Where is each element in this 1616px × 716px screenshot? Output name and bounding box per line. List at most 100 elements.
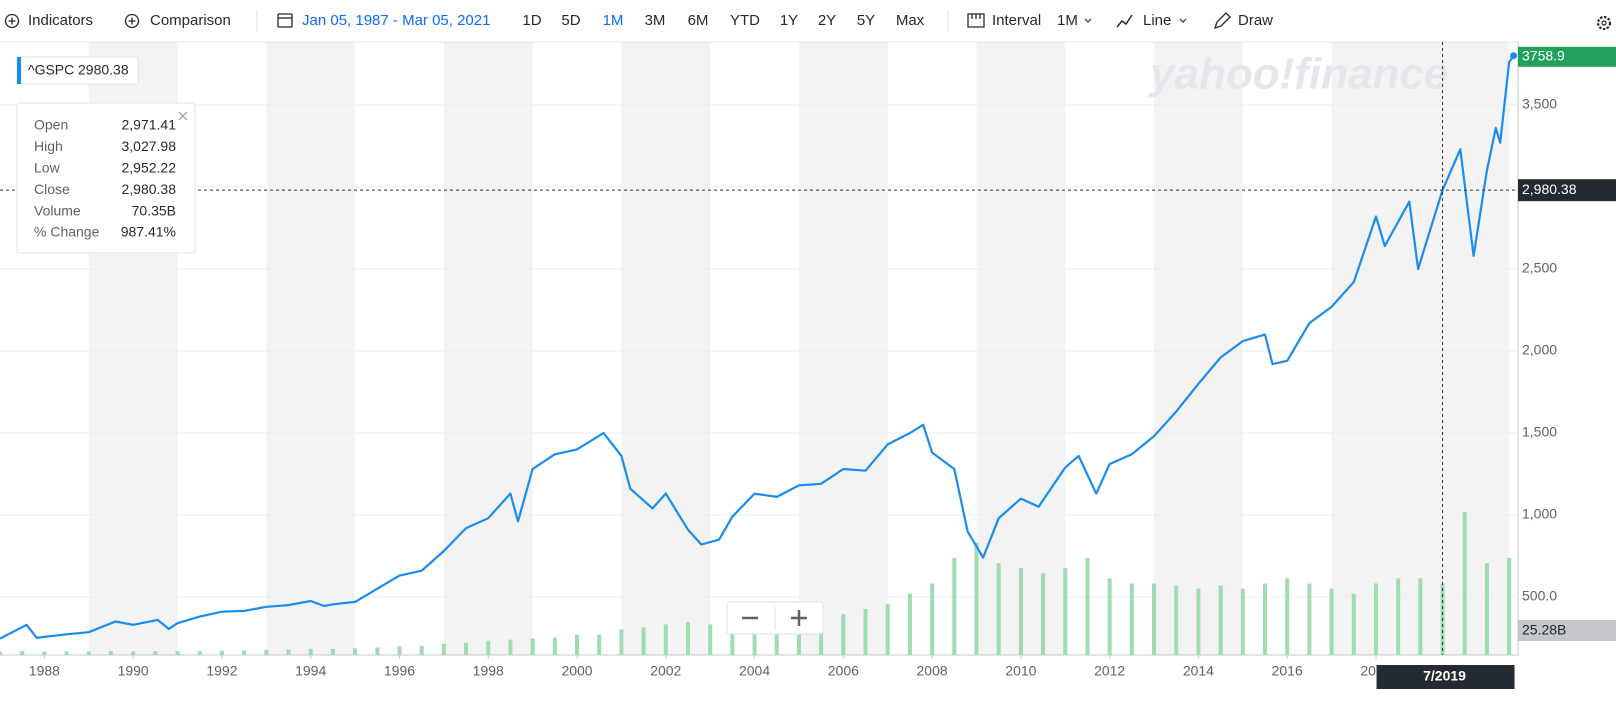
volume-bar: [663, 624, 668, 655]
legend-symbol: ^GSPC: [28, 62, 74, 78]
indicators-button[interactable]: Indicators: [28, 12, 93, 29]
range-button[interactable]: 1Y: [780, 12, 798, 29]
x-tick-label: 2002: [650, 663, 681, 679]
x-tick-label: 2006: [828, 663, 859, 679]
volume-bar: [597, 634, 602, 655]
volume-bar: [1152, 583, 1157, 655]
volume-bar: [619, 629, 624, 655]
volume-bar: [1484, 563, 1489, 655]
volume-bar: [86, 651, 91, 655]
volume-bar: [1107, 578, 1112, 655]
volume-bar: [752, 624, 757, 655]
tooltip-label: Volume: [34, 202, 81, 218]
volume-bar: [397, 646, 402, 655]
x-tick-label: 1996: [384, 663, 415, 679]
volume-bar: [1285, 578, 1290, 655]
calendar-icon: [277, 13, 293, 28]
volume-bar: [1174, 585, 1179, 655]
x-tick-label: 1990: [118, 663, 149, 679]
volume-bar: [1373, 583, 1378, 655]
volume-bar: [685, 622, 690, 655]
volume-bar: [219, 650, 224, 655]
range-button[interactable]: 3M: [645, 12, 666, 29]
range-button[interactable]: 1M: [603, 12, 624, 29]
draw-button[interactable]: Draw: [1238, 12, 1273, 29]
chart-style[interactable]: Line: [1143, 12, 1171, 29]
volume-badge: [1518, 620, 1616, 641]
tooltip-value: 2,952.22: [122, 160, 177, 176]
volume-bar: [441, 643, 446, 655]
volume-bar: [552, 637, 557, 655]
plus-icon: [4, 13, 20, 29]
tooltip-close[interactable]: [178, 111, 188, 121]
range-button[interactable]: YTD: [730, 12, 760, 29]
volume-bar: [708, 624, 713, 655]
volume-bar: [730, 624, 735, 655]
band: [976, 42, 1066, 655]
volume-bar: [353, 648, 358, 655]
band: [1154, 42, 1243, 655]
volume-bar: [108, 651, 113, 655]
volume-bar: [1351, 593, 1356, 655]
volume-bar: [974, 542, 979, 655]
volume-bar: [1462, 511, 1467, 655]
interval-value[interactable]: 1M: [1057, 12, 1078, 29]
x-tick-label: 2012: [1094, 663, 1125, 679]
hover-y-label: 2,980.38: [1522, 181, 1577, 197]
x-tick-label: 1992: [206, 663, 237, 679]
draw-icon: [1213, 12, 1231, 30]
zoom-in[interactable]: [791, 610, 807, 626]
interval-icon: [967, 13, 985, 28]
settings-icon[interactable]: [1596, 15, 1612, 31]
x-tick-label: 2008: [917, 663, 948, 679]
y-tick-label: 1,000: [1522, 506, 1557, 522]
x-tick-label: 2014: [1183, 663, 1214, 679]
volume-bar: [486, 640, 491, 655]
volume-bar: [1418, 578, 1423, 655]
volume-bar: [419, 645, 424, 655]
volume-bar: [153, 651, 158, 655]
volume-bar: [1396, 578, 1401, 655]
range-button[interactable]: 5D: [561, 12, 580, 29]
tooltip-box: [16, 102, 196, 254]
band: [798, 42, 888, 655]
tooltip-value: 2,971.41: [122, 117, 177, 133]
range-button[interactable]: Max: [896, 12, 925, 29]
x-tick-label: 1998: [473, 663, 504, 679]
volume-bar: [131, 651, 136, 655]
volume-bar: [264, 649, 269, 655]
x-tick-label: 2016: [1272, 663, 1303, 679]
date-range[interactable]: Jan 05, 1987 - Mar 05, 2021: [302, 12, 490, 29]
tooltip-value: 2,980.38: [122, 181, 177, 197]
volume-bar: [20, 650, 25, 655]
x-tick-label: 2000: [561, 663, 592, 679]
range-button[interactable]: 6M: [688, 12, 709, 29]
volume-bar: [464, 642, 469, 655]
volume-bar: [42, 651, 47, 655]
volume-bar: [1263, 583, 1267, 655]
band: [266, 42, 356, 655]
y-tick-label: 2,000: [1522, 342, 1557, 358]
y-tick-label: 3,500: [1522, 96, 1557, 112]
volume-bar: [308, 648, 313, 655]
volume-bar: [1129, 583, 1134, 655]
x-tick-label: 1988: [29, 663, 60, 679]
plus-icon: [128, 17, 136, 25]
interval-label[interactable]: Interval: [992, 12, 1041, 29]
range-button[interactable]: 2Y: [818, 12, 836, 29]
hover-x-badge: [1376, 665, 1515, 689]
comparison-button[interactable]: Comparison: [150, 12, 231, 29]
volume-bar: [1218, 585, 1223, 655]
legend-value: 2980.38: [78, 62, 129, 78]
band: [1331, 42, 1421, 655]
y-tick-label: 1,500: [1522, 424, 1557, 440]
range-button[interactable]: 5Y: [857, 12, 875, 29]
volume-bar: [1307, 583, 1312, 655]
caret: [1179, 18, 1187, 23]
volume-bar: [774, 622, 779, 655]
caret: [1084, 18, 1092, 23]
volume-bar: [375, 647, 380, 655]
range-button[interactable]: 1D: [522, 12, 541, 29]
volume-bar: [242, 650, 247, 655]
